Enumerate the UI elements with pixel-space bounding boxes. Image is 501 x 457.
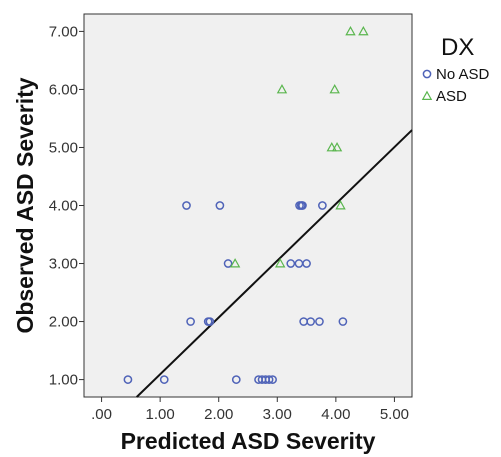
legend-no-asd-label: No ASD bbox=[436, 66, 490, 83]
legend-title: DX bbox=[441, 34, 474, 61]
legend-asd-label: ASD bbox=[436, 88, 467, 105]
plot-area bbox=[84, 14, 412, 397]
legend-no-asd-marker bbox=[423, 70, 430, 77]
y-tick-label: 4.00 bbox=[49, 198, 78, 215]
x-tick-label: 2.00 bbox=[204, 406, 233, 423]
x-tick-label: .00 bbox=[91, 406, 112, 423]
x-tick-label: 3.00 bbox=[263, 406, 292, 423]
x-tick-label: 1.00 bbox=[146, 406, 175, 423]
y-tick-label: 3.00 bbox=[49, 256, 78, 273]
legend: DX No ASD ASD bbox=[423, 34, 490, 105]
x-axis: .00 1.00 2.00 3.00 4.00 5.00 bbox=[91, 397, 409, 423]
y-tick-label: 7.00 bbox=[49, 23, 78, 40]
x-axis-title: Predicted ASD Severity bbox=[121, 428, 376, 454]
y-tick-label: 6.00 bbox=[49, 81, 78, 98]
y-tick-label: 1.00 bbox=[49, 372, 78, 389]
y-axis: 1.00 2.00 3.00 4.00 5.00 6.00 7.00 bbox=[49, 23, 84, 388]
x-tick-label: 5.00 bbox=[380, 406, 409, 423]
y-axis-title: Observed ASD Severity bbox=[12, 77, 38, 333]
x-tick-label: 4.00 bbox=[321, 406, 350, 423]
y-tick-label: 5.00 bbox=[49, 139, 78, 156]
y-tick-label: 2.00 bbox=[49, 314, 78, 331]
legend-entries: No ASD ASD bbox=[423, 66, 490, 105]
legend-asd-marker bbox=[423, 92, 431, 100]
